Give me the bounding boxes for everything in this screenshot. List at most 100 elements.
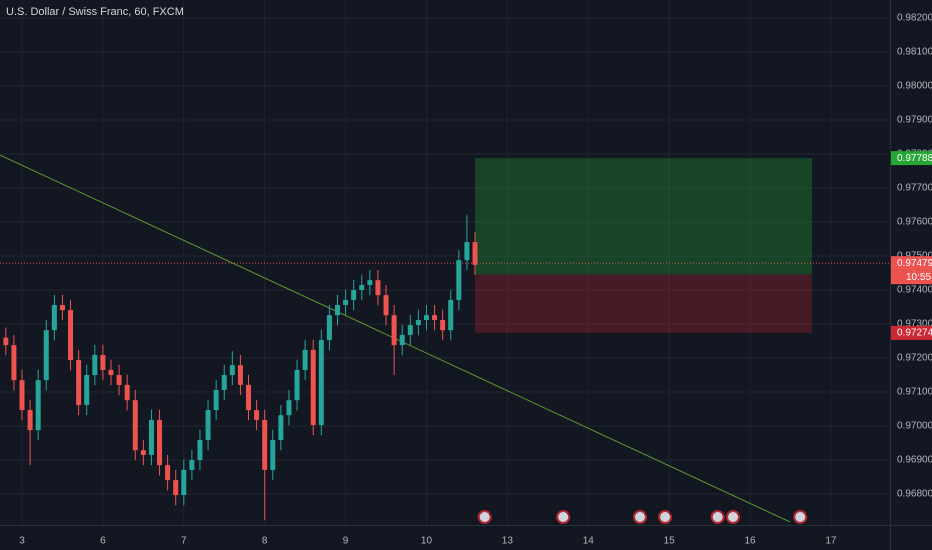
event-label: 8 bbox=[669, 508, 674, 517]
loss-zone bbox=[475, 274, 812, 333]
candle-body bbox=[181, 469, 187, 496]
candle-body bbox=[375, 280, 381, 296]
candle-body bbox=[262, 419, 268, 470]
y-tick-label: 0.97000 bbox=[897, 421, 932, 432]
y-tick-label: 0.98000 bbox=[897, 81, 932, 92]
candle-body bbox=[92, 354, 98, 376]
axis-layer: 0.96800 0.96900 0.97000 0.97100 0.97200 0.973… bbox=[19, 13, 932, 547]
event-icon bbox=[658, 510, 673, 524]
x-tick-label: 8 bbox=[262, 536, 268, 547]
x-tick-label: 13 bbox=[502, 536, 514, 547]
candle-body bbox=[310, 349, 316, 426]
event-label: 2 bbox=[489, 508, 494, 517]
stop-price-label: 0.97274 bbox=[897, 328, 932, 339]
candle-body bbox=[11, 345, 17, 381]
candle-body bbox=[213, 390, 219, 411]
x-tick-label: 3 bbox=[19, 536, 25, 547]
candle-body bbox=[254, 410, 260, 420]
candle-body bbox=[456, 260, 462, 300]
y-tick-label: 0.97600 bbox=[897, 217, 932, 228]
y-tick-label: 0.98100 bbox=[897, 47, 932, 58]
candle-body bbox=[229, 365, 235, 376]
x-tick-label: 15 bbox=[664, 536, 676, 547]
candle-body bbox=[197, 439, 203, 461]
countdown-bg bbox=[891, 270, 932, 285]
candle-body bbox=[165, 465, 171, 481]
grid-layer bbox=[0, 0, 890, 525]
candle-body bbox=[351, 290, 357, 300]
candle-body bbox=[221, 375, 227, 391]
candle-body bbox=[294, 369, 300, 401]
candle-body bbox=[140, 450, 146, 455]
candle-body bbox=[76, 360, 82, 405]
y-tick-label: 0.97400 bbox=[897, 285, 932, 296]
candle-body bbox=[367, 280, 373, 285]
candle-body bbox=[43, 330, 49, 381]
current-price-label-bg bbox=[891, 256, 932, 271]
plot-layer: 2 3 11 8 5 12 11 bbox=[0, 154, 890, 524]
candle-body bbox=[19, 380, 25, 411]
candle-body bbox=[359, 284, 365, 291]
candle-body bbox=[205, 410, 211, 440]
candle-body bbox=[51, 305, 57, 331]
candle-body bbox=[391, 315, 397, 346]
event-label: 5 bbox=[722, 508, 727, 517]
candle-body bbox=[440, 319, 446, 331]
candle-body bbox=[343, 299, 349, 306]
event-icon bbox=[710, 510, 725, 524]
candle-body bbox=[326, 315, 332, 341]
candle-body bbox=[116, 375, 122, 385]
y-tick-label: 0.96800 bbox=[897, 489, 932, 500]
candle-body bbox=[399, 334, 405, 346]
event-label: 3 bbox=[567, 508, 572, 517]
candle-body bbox=[100, 354, 106, 370]
candle-body bbox=[148, 419, 154, 455]
candle-body bbox=[270, 439, 276, 470]
candle-body bbox=[286, 400, 292, 416]
target-price-label: 0.97788 bbox=[897, 153, 932, 164]
candle-body bbox=[173, 480, 179, 496]
stop-price-label-bg bbox=[891, 325, 932, 340]
candle-body bbox=[35, 380, 41, 431]
y-tick-label: 0.96900 bbox=[897, 455, 932, 466]
y-tick-label: 0.98200 bbox=[897, 13, 932, 24]
x-tick-label: 14 bbox=[583, 536, 595, 547]
event-icon bbox=[793, 510, 808, 524]
candle-body bbox=[3, 337, 9, 346]
candle-body bbox=[108, 369, 114, 376]
candle-body bbox=[246, 384, 252, 411]
x-tick-label: 16 bbox=[744, 536, 756, 547]
event-label: 11 bbox=[644, 508, 653, 517]
candle-body bbox=[472, 242, 478, 265]
x-tick-label: 6 bbox=[100, 536, 106, 547]
candle-body bbox=[59, 305, 65, 311]
event-label: 11 bbox=[804, 508, 813, 517]
profit-zone bbox=[475, 158, 812, 275]
candle-body bbox=[423, 315, 429, 320]
event-icon bbox=[556, 510, 571, 524]
candle-body bbox=[407, 325, 413, 335]
candle-body bbox=[157, 419, 163, 466]
event-icon bbox=[726, 510, 741, 524]
candle-body bbox=[383, 295, 389, 316]
y-tick-label: 0.97300 bbox=[897, 319, 932, 330]
event-icon bbox=[477, 510, 492, 524]
y-tick-label: 0.97700 bbox=[897, 183, 932, 194]
candle-body bbox=[464, 242, 470, 261]
candle-body bbox=[278, 415, 284, 440]
candle-body bbox=[302, 349, 308, 370]
y-tick-label: 0.97200 bbox=[897, 353, 932, 364]
event-label: 12 bbox=[737, 508, 746, 517]
candle-body bbox=[237, 365, 243, 385]
candle-body bbox=[68, 310, 74, 361]
candle-body bbox=[124, 384, 130, 401]
candle-body bbox=[27, 410, 33, 431]
candle-body bbox=[132, 400, 138, 451]
candle-body bbox=[334, 305, 340, 316]
candle-body bbox=[432, 315, 438, 320]
x-tick-label: 9 bbox=[343, 536, 349, 547]
x-tick-label: 7 bbox=[181, 536, 187, 547]
y-tick-label: 0.97100 bbox=[897, 387, 932, 398]
